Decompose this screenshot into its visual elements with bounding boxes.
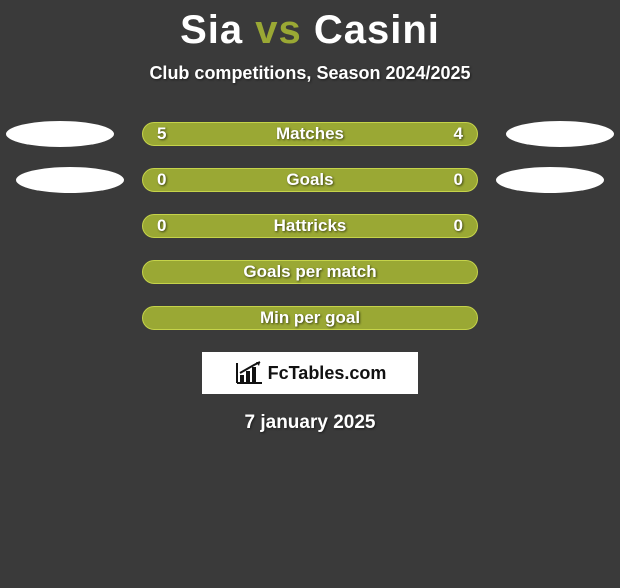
stat-label: Matches: [155, 124, 465, 144]
player2-name: Casini: [314, 8, 440, 52]
stat-bar: 5 Matches 4: [142, 122, 478, 146]
source-badge: FcTables.com: [202, 352, 418, 394]
player1-name: Sia: [180, 8, 243, 52]
date-label: 7 january 2025: [0, 412, 620, 434]
stats-container: 5 Matches 4 0 Goals 0 0 Hattricks 0 Goal…: [0, 122, 620, 330]
stat-left-value: 5: [157, 124, 166, 144]
badge-text: FcTables.com: [268, 363, 387, 384]
stat-row-min-per-goal: Min per goal: [0, 306, 620, 330]
stat-row-goals: 0 Goals 0: [0, 168, 620, 192]
stat-bar: Min per goal: [142, 306, 478, 330]
ellipse-icon: [16, 167, 124, 193]
ellipse-icon: [6, 121, 114, 147]
stat-left-value: 0: [157, 170, 166, 190]
subtitle: Club competitions, Season 2024/2025: [0, 63, 620, 84]
stat-row-hattricks: 0 Hattricks 0: [0, 214, 620, 238]
stat-left-value: 0: [157, 216, 166, 236]
stat-right-value: 0: [454, 170, 463, 190]
stat-label: Goals per match: [155, 262, 465, 282]
stat-label: Goals: [155, 170, 465, 190]
ellipse-icon: [506, 121, 614, 147]
ellipse-icon: [496, 167, 604, 193]
page-title: Sia vs Casini: [0, 8, 620, 53]
stat-right-value: 4: [454, 124, 463, 144]
stat-row-goals-per-match: Goals per match: [0, 260, 620, 284]
chart-icon: [234, 361, 264, 385]
stat-bar: 0 Goals 0: [142, 168, 478, 192]
stat-label: Min per goal: [155, 308, 465, 328]
stat-right-value: 0: [454, 216, 463, 236]
stat-row-matches: 5 Matches 4: [0, 122, 620, 146]
stat-bar: Goals per match: [142, 260, 478, 284]
stat-label: Hattricks: [155, 216, 465, 236]
vs-separator: vs: [255, 8, 302, 52]
stat-bar: 0 Hattricks 0: [142, 214, 478, 238]
